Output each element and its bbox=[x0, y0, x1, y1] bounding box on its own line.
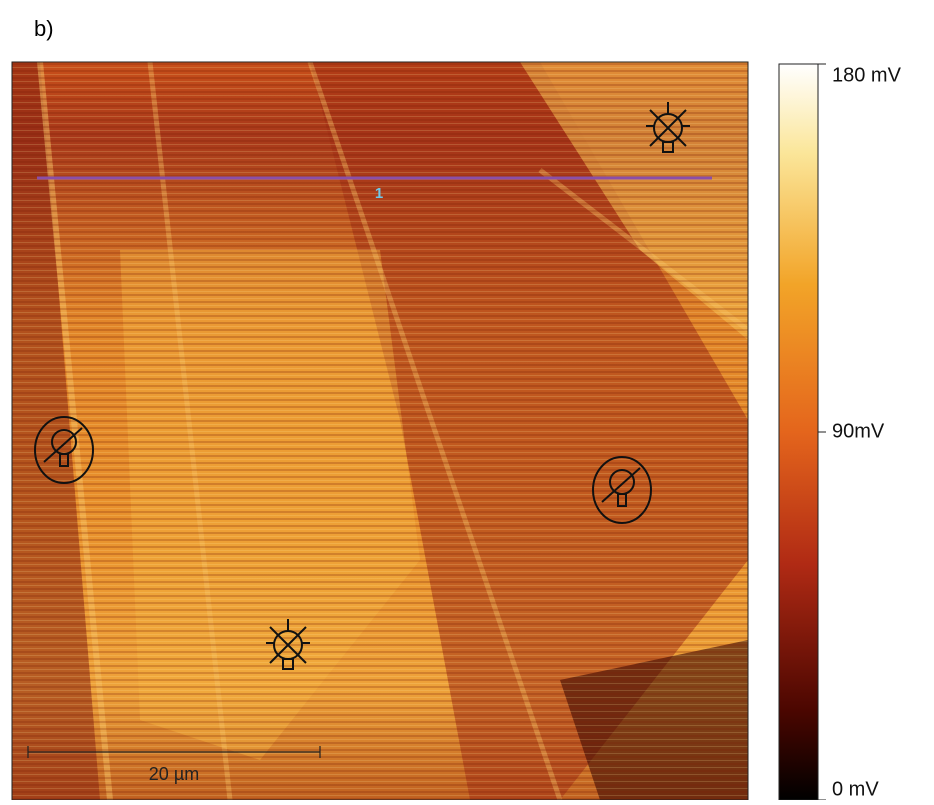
panel-label: b) bbox=[34, 16, 54, 41]
profile-label: 1 bbox=[375, 185, 383, 202]
colorbar-tick-label: 180 mV bbox=[832, 64, 902, 86]
potential-map bbox=[12, 62, 748, 800]
scale-bar bbox=[27, 746, 321, 758]
scale-bar-label: 20 µm bbox=[149, 764, 199, 784]
colorbar-ticks: 0 mV 90mV 180 mV bbox=[818, 63, 902, 801]
colorbar bbox=[778, 63, 819, 801]
light-off-icon bbox=[34, 416, 94, 484]
colorbar-tick-label: 90mV bbox=[832, 420, 885, 442]
light-off-icon bbox=[592, 456, 652, 524]
light-on-icon bbox=[266, 619, 310, 670]
colorbar-tick-label: 0 mV bbox=[832, 778, 879, 800]
light-on-icon bbox=[646, 102, 690, 153]
